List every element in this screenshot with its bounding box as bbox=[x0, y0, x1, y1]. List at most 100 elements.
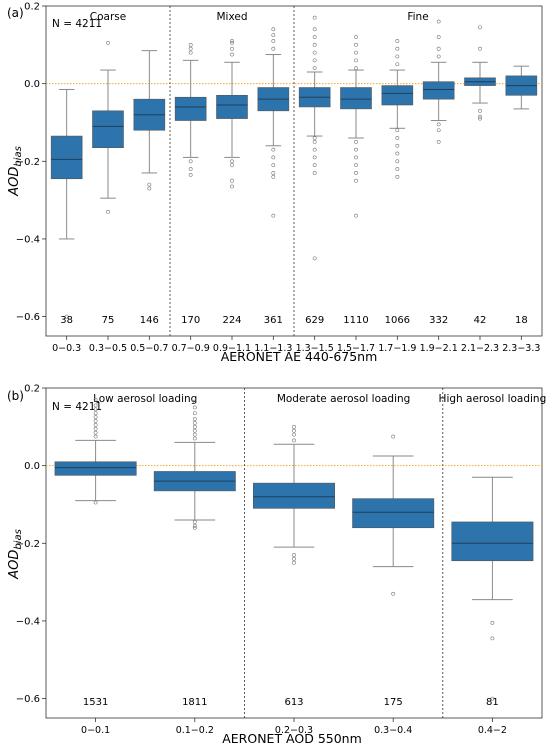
panel-a-flier bbox=[354, 58, 358, 63]
panel-b-flier bbox=[93, 422, 98, 427]
panel-a-flier bbox=[312, 50, 317, 55]
panel-a-ytick-label: −0.6 bbox=[16, 312, 40, 323]
panel-a-flier bbox=[436, 19, 441, 24]
panel-b-flier bbox=[192, 399, 197, 404]
panel-a-box bbox=[174, 42, 207, 177]
panel-b-flier bbox=[292, 556, 296, 561]
panel-a-flier bbox=[271, 33, 276, 38]
panel-b-flier bbox=[93, 397, 98, 402]
panel-a-flier bbox=[188, 50, 193, 55]
panel-a-flier bbox=[395, 62, 400, 67]
panel-a-flier bbox=[395, 151, 400, 156]
panel-a-flier bbox=[436, 128, 441, 133]
panel-a-flier bbox=[354, 139, 358, 144]
panel-a-flier bbox=[312, 163, 317, 168]
panel-a-box-iqr bbox=[381, 85, 414, 106]
panel-a-ylabel-sub: bias bbox=[13, 146, 24, 166]
panel-a-count-label: 332 bbox=[429, 315, 448, 326]
panel-a-flier bbox=[271, 27, 276, 32]
panel-b-flier bbox=[490, 636, 495, 641]
panel-b-flier bbox=[93, 403, 98, 408]
panel-a-flier bbox=[64, 314, 69, 319]
panel-a-flier bbox=[312, 35, 317, 39]
panel-a-xtick-label: 0.7−0.9 bbox=[172, 343, 210, 354]
panel-a-flier bbox=[147, 182, 152, 187]
panel-a-count-label: 42 bbox=[474, 315, 487, 326]
panel-a-xtick-label: 1.1−1.3 bbox=[254, 343, 292, 354]
panel-b-flier bbox=[192, 523, 197, 528]
panel-b-flier bbox=[93, 419, 98, 423]
panel-a-flier bbox=[271, 174, 276, 179]
panel-a-flier bbox=[354, 66, 358, 71]
panel-b-ylabel-sub: bias bbox=[13, 529, 24, 549]
panel-a-flier bbox=[312, 155, 317, 160]
panel-a-flier bbox=[436, 54, 441, 59]
panel-a-flier bbox=[188, 42, 193, 47]
panel-a-flier bbox=[188, 46, 193, 51]
panel-a-flier bbox=[395, 167, 400, 171]
panel-b-xtick-label: 0.1−0.2 bbox=[176, 725, 214, 736]
panel-a-flier bbox=[354, 171, 358, 175]
panel-a-flier bbox=[395, 46, 400, 51]
panel-a-count-label: 170 bbox=[181, 315, 200, 326]
panel-b-xtick-label: 0−0.1 bbox=[81, 725, 110, 736]
panel-b-flier bbox=[192, 411, 197, 416]
panel-b-count-label: 81 bbox=[486, 697, 499, 708]
panel-a-flier bbox=[312, 147, 317, 152]
panel-b-count-label: 1811 bbox=[182, 697, 207, 708]
panel-a-flier bbox=[436, 46, 441, 51]
panel-a-xlabel: AERONET AE 440-675nm bbox=[221, 349, 378, 364]
panel-b: (b) N = 4211 AERONET AOD 550nm AODbias 0… bbox=[7, 384, 546, 747]
panel-a-count-label: 224 bbox=[222, 315, 241, 326]
panel-a-flier bbox=[271, 163, 276, 168]
panel-a-flier bbox=[354, 35, 358, 39]
panel-a-ytick-label: −0.2 bbox=[16, 157, 40, 168]
panel-a-count-label: 1066 bbox=[385, 315, 410, 326]
panel-a-flier bbox=[354, 178, 358, 183]
panel-a-box bbox=[340, 35, 372, 218]
panel-a-flier bbox=[271, 155, 276, 160]
panel-a-box-iqr bbox=[50, 135, 83, 180]
panel-b-xtick-label: 0.4−2 bbox=[478, 725, 507, 736]
panel-b-flier bbox=[192, 520, 197, 524]
panel-a-box bbox=[50, 88, 83, 319]
panel-a-flier bbox=[395, 128, 400, 133]
panel-a-flier bbox=[230, 178, 234, 183]
panel-a-flier bbox=[106, 40, 110, 45]
panel-a-xtick-label: 0.9−1.1 bbox=[213, 343, 251, 354]
panel-b-flier bbox=[292, 432, 296, 437]
panel-b-flier bbox=[192, 428, 197, 433]
panel-b-ytick-label: −0.6 bbox=[16, 694, 40, 705]
panel-b-flier bbox=[192, 436, 197, 441]
panel-a-flier bbox=[436, 139, 441, 144]
panel-b-flier bbox=[192, 525, 197, 530]
panel-a-box-iqr bbox=[340, 87, 372, 110]
panel-b-ytick-label: −0.2 bbox=[16, 539, 40, 550]
panel-a-box bbox=[257, 27, 290, 218]
panel-a-count-label: 146 bbox=[140, 315, 159, 326]
panel-a-count-label: 629 bbox=[305, 315, 324, 326]
panel-a-flier bbox=[354, 213, 358, 218]
panel-a-xtick-label: 0.5−0.7 bbox=[130, 343, 168, 354]
panel-b-ytick-label: 0.2 bbox=[24, 384, 40, 395]
panel-b-count-label: 175 bbox=[384, 697, 403, 708]
panel-a-flier bbox=[395, 136, 400, 140]
panel-b-xtick-label: 0.3−0.4 bbox=[374, 725, 412, 736]
panel-a-box bbox=[505, 65, 538, 110]
panel-b-flier bbox=[192, 417, 197, 421]
panel-a-box bbox=[133, 50, 166, 191]
panel-a-flier bbox=[478, 116, 482, 121]
panel-b-ylabel: AODbias bbox=[7, 529, 24, 580]
panel-a-flier bbox=[271, 39, 276, 43]
panel-a-flier bbox=[395, 54, 400, 59]
panel-a-ytick-label: −0.4 bbox=[16, 234, 40, 245]
panel-a-xtick-label: 1.9−2.1 bbox=[420, 343, 458, 354]
panel-a-xtick-label: 1.7−1.9 bbox=[378, 343, 416, 354]
panel-a-n-label: N = 4211 bbox=[52, 18, 102, 30]
panel-a-flier bbox=[478, 114, 482, 119]
panel-a-flier bbox=[395, 143, 400, 148]
panel-a-flier bbox=[230, 40, 234, 45]
panel-b-ylabel-main: AOD bbox=[7, 550, 22, 580]
panel-b-group-label: High aerosol loading bbox=[439, 393, 547, 405]
